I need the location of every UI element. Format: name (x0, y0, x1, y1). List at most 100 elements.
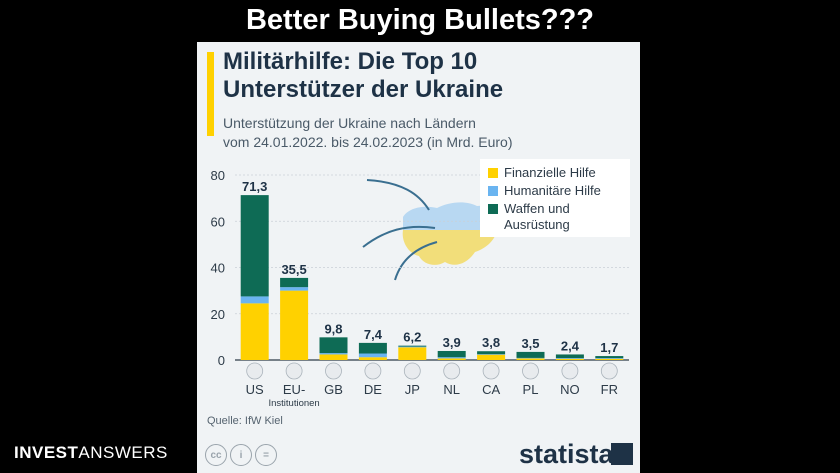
bar-segment (437, 357, 466, 359)
ukraine-map-illustration (362, 179, 497, 281)
y-tick-label: 80 (211, 168, 225, 183)
bar-total-label: 2,4 (561, 338, 580, 353)
x-tick-label: Institutionen (268, 398, 319, 409)
flag-fr-icon (600, 362, 618, 380)
bar-segment (595, 358, 624, 359)
banner-title: Better Buying Bullets??? (245, 4, 594, 36)
x-tick-label: EU- (283, 382, 305, 397)
bar-segment (280, 290, 309, 360)
arrow-icon (394, 241, 438, 281)
flag-ca-icon (482, 362, 500, 380)
bar-segment (280, 277, 309, 288)
flag-pl-icon (522, 362, 539, 380)
x-tick-label: GB (324, 382, 343, 397)
bar-segment (595, 358, 624, 360)
y-tick-label: 60 (211, 214, 225, 229)
bar-segment (555, 358, 584, 360)
bar-segment (319, 353, 348, 355)
bar-total-label: 3,9 (443, 335, 461, 350)
x-tick-label: US (246, 382, 264, 397)
legend-label: Finanzielle Hilfe (504, 165, 596, 180)
bar-total-label: 3,8 (482, 335, 500, 350)
flag-gb-icon (325, 362, 342, 380)
source-note: Quelle: IfW Kiel (207, 415, 283, 427)
bar-segment (516, 357, 545, 359)
chart-subtitle-line1: Unterstützung der Ukraine nach Ländern (223, 115, 476, 131)
brand-bold: INVEST (14, 443, 79, 462)
legend-swatch (488, 186, 498, 196)
bar-total-label: 71,3 (242, 179, 267, 194)
chart-title: Militärhilfe: Die Top 10 Unterstützer de… (223, 48, 633, 104)
bar-total-label: 1,7 (600, 340, 618, 355)
arrow-icon (366, 179, 430, 211)
legend-label: Waffen und Ausrüstung (504, 201, 570, 232)
creative-commons-icon: cc (205, 444, 227, 466)
x-tick-label: PL (523, 382, 539, 397)
bar-segment (358, 357, 387, 360)
x-tick-label: JP (405, 382, 420, 397)
y-tick-label: 40 (211, 261, 225, 276)
equals-icon: = (255, 444, 277, 466)
bar-segment (516, 351, 545, 358)
legend-item: Finanzielle Hilfe (488, 165, 622, 181)
bar-segment (437, 358, 466, 360)
bar-segment (398, 347, 427, 360)
bar-segment (516, 358, 545, 360)
bar-segment (319, 354, 348, 360)
brand-light: ANSWERS (78, 443, 168, 462)
bar-segment (240, 303, 269, 360)
flag-nl-icon (443, 362, 461, 380)
flag-us-icon (246, 362, 264, 380)
bar-segment (319, 337, 348, 354)
bar-total-label: 7,4 (364, 327, 383, 342)
bar-total-label: 6,2 (403, 330, 421, 345)
statista-logo-icon (611, 443, 633, 465)
flag-jp-icon (403, 362, 421, 380)
bar-segment (240, 296, 269, 304)
legend-swatch (488, 168, 498, 178)
bar-segment (398, 346, 427, 348)
bar-segment (477, 354, 506, 360)
chart-title-line1: Militärhilfe: Die Top 10 (223, 48, 478, 75)
title-accent-bar (207, 52, 214, 136)
chart-title-line2: Unterstützer der Ukraine (223, 76, 504, 103)
attribution-icon: i (230, 444, 252, 466)
stacked-bar-chart: 0 20 40 60 80 71,3 US 35,5 EU-Institutionen 9,8 G… (211, 168, 629, 409)
ukraine-map-lower (402, 230, 497, 265)
bar-total-label: 3,5 (521, 336, 539, 351)
bar-segment (477, 351, 506, 355)
legend-label: Humanitäre Hilfe (504, 183, 601, 198)
legend-item: Waffen und Ausrüstung (488, 201, 622, 233)
flag-eu-icon (285, 362, 303, 380)
bar-segment (358, 353, 387, 358)
bar-segment (437, 350, 466, 358)
bar-segment (555, 354, 584, 359)
investanswers-logo: INVESTANSWERS (14, 443, 168, 463)
bar-segment (358, 342, 387, 354)
legend-swatch (488, 204, 498, 214)
y-tick-label: 20 (211, 307, 225, 322)
license-icons: cc i = (205, 444, 277, 466)
bar-total-label: 35,5 (281, 262, 306, 277)
statista-logo-text: statista (519, 439, 614, 469)
bar-segment (595, 356, 624, 359)
chart-subtitle: Unterstützung der Ukraine nach Ländern v… (223, 114, 623, 152)
y-tick-label: 0 (218, 353, 225, 368)
bars (240, 195, 624, 360)
legend: Finanzielle Hilfe Humanitäre Hilfe Waffen … (480, 159, 630, 237)
infographic-card: Militärhilfe: Die Top 10 Unterstützer de… (197, 42, 640, 473)
x-tick-label: NL (443, 382, 460, 397)
x-tick-label: DE (364, 382, 382, 397)
bar-segment (398, 345, 427, 347)
bar-segment (555, 358, 584, 359)
bar-total-label: 9,8 (324, 321, 342, 336)
legend-item: Humanitäre Hilfe (488, 183, 622, 199)
ukraine-map-upper (403, 202, 497, 230)
flag-no-icon (561, 362, 579, 380)
flag-de-icon (364, 362, 382, 380)
x-tick-label: NO (560, 382, 580, 397)
x-tick-label: CA (482, 382, 500, 397)
bar-segment (477, 354, 506, 355)
bar-segment (280, 287, 309, 291)
flags (246, 362, 618, 380)
